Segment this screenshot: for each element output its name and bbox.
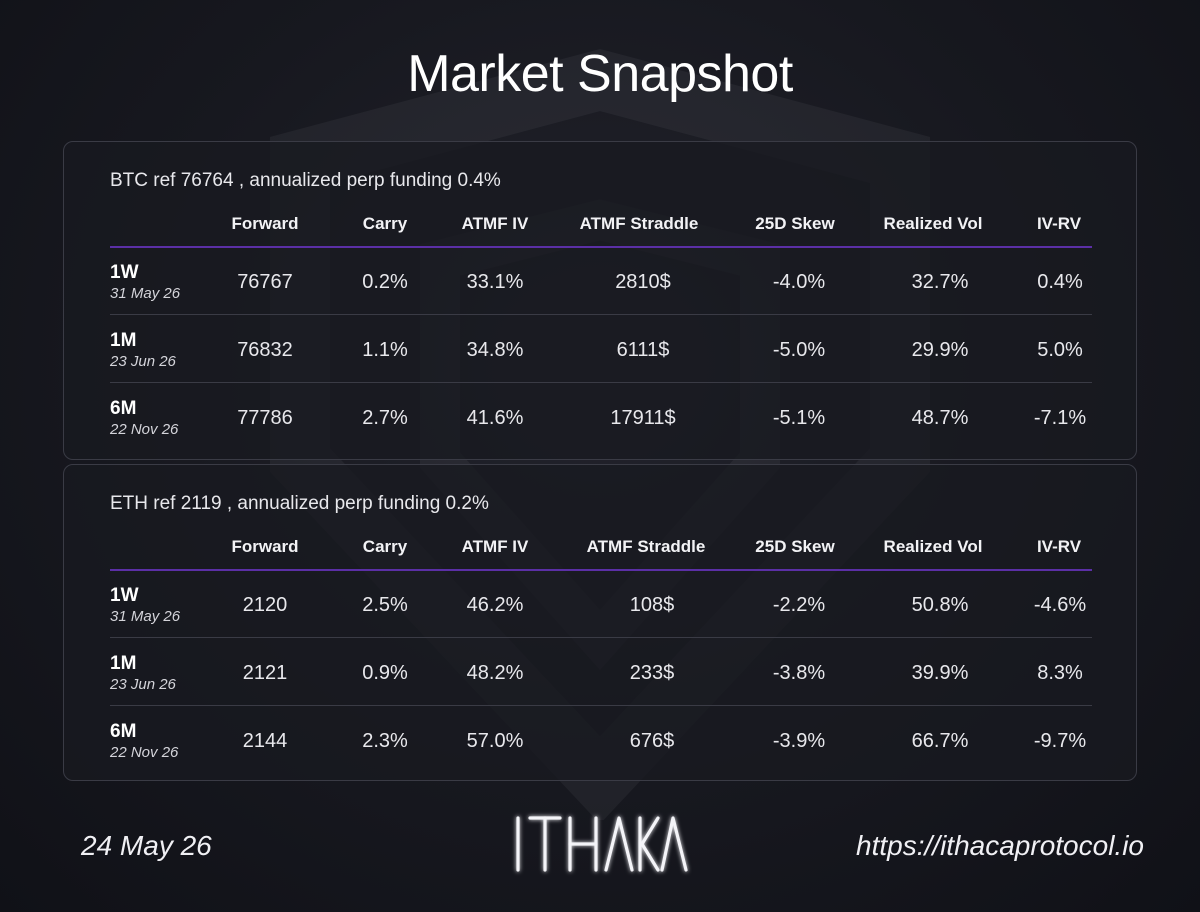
- forward-value: 2144: [242, 730, 288, 752]
- eth-snapshot-panel: ETH ref 2119 , annualized perp funding 0…: [63, 464, 1137, 781]
- iv-rv-value: 0.4%: [1037, 271, 1083, 293]
- tenor-label: 1W: [110, 262, 139, 283]
- atmf-straddle-value: 108$: [629, 594, 675, 616]
- panel-heading: ETH ref 2119 , annualized perp funding 0…: [110, 493, 489, 514]
- carry-value: 2.7%: [362, 407, 408, 429]
- carry-value: 2.3%: [362, 730, 408, 752]
- expiry-date: 23 Jun 26: [110, 353, 176, 370]
- table-row: 6M 22 Nov 26 77786 2.7% 41.6% 17911$ -5.…: [110, 384, 1092, 450]
- tenor-label: 6M: [110, 721, 137, 742]
- iv-rv-value: -7.1%: [1033, 407, 1087, 429]
- 25d-skew-value: -4.0%: [772, 271, 826, 293]
- forward-value: 77786: [237, 407, 293, 429]
- 25d-skew-value: -5.1%: [772, 407, 826, 429]
- table-row: 6M 22 Nov 26 2144 2.3% 57.0% 676$ -3.9% …: [110, 707, 1092, 773]
- column-header-25d-skew: 25D Skew: [755, 214, 835, 233]
- tenor-label: 6M: [110, 398, 137, 419]
- 25d-skew-value: -3.8%: [772, 662, 826, 684]
- realized-vol-value: 39.9%: [911, 662, 969, 684]
- table-row: 1W 31 May 26 76767 0.2% 33.1% 2810$ -4.0…: [110, 248, 1092, 315]
- ithaca-logo-icon: [516, 816, 688, 872]
- column-header-atmf-iv: ATMF IV: [461, 537, 529, 556]
- expiry-date: 22 Nov 26: [110, 421, 179, 438]
- iv-rv-value: 8.3%: [1037, 662, 1083, 684]
- realized-vol-value: 29.9%: [911, 339, 969, 361]
- column-header-forward: Forward: [231, 537, 299, 556]
- column-header-atmf-iv: ATMF IV: [461, 214, 529, 233]
- expiry-date: 23 Jun 26: [110, 676, 176, 693]
- realized-vol-value: 32.7%: [911, 271, 969, 293]
- table-header: Forward Carry ATMF IV ATMF Straddle 25D …: [110, 535, 1092, 571]
- iv-rv-value: -9.7%: [1033, 730, 1087, 752]
- realized-vol-value: 66.7%: [911, 730, 969, 752]
- expiry-date: 31 May 26: [110, 608, 181, 625]
- column-header-forward: Forward: [231, 214, 299, 233]
- carry-value: 2.5%: [362, 594, 408, 616]
- website-link[interactable]: https://ithacaprotocol.io: [856, 830, 1144, 861]
- atmf-straddle-value: 2810$: [615, 271, 671, 293]
- atmf-straddle-value: 233$: [629, 662, 675, 684]
- carry-value: 1.1%: [362, 339, 408, 361]
- column-header-atmf-straddle: ATMF Straddle: [586, 537, 706, 556]
- snapshot-date: 24 May 26: [81, 830, 212, 861]
- column-header-carry: Carry: [362, 214, 408, 233]
- atmf-iv-value: 46.2%: [466, 594, 524, 616]
- forward-value: 76767: [237, 271, 293, 293]
- table-row: 1W 31 May 26 2120 2.5% 46.2% 108$ -2.2% …: [110, 571, 1092, 638]
- atmf-iv-value: 34.8%: [466, 339, 524, 361]
- atmf-straddle-value: 676$: [629, 730, 675, 752]
- expiry-date: 22 Nov 26: [110, 744, 179, 761]
- atmf-straddle-value: 17911$: [610, 407, 676, 429]
- expiry-date: 31 May 26: [110, 285, 181, 302]
- iv-rv-value: -4.6%: [1033, 594, 1087, 616]
- 25d-skew-value: -5.0%: [772, 339, 826, 361]
- column-header-iv-rv: IV-RV: [1036, 214, 1082, 233]
- column-header-iv-rv: IV-RV: [1036, 537, 1082, 556]
- atmf-iv-value: 48.2%: [466, 662, 524, 684]
- forward-value: 76832: [237, 339, 293, 361]
- table-row: 1M 23 Jun 26 2121 0.9% 48.2% 233$ -3.8% …: [110, 639, 1092, 706]
- realized-vol-value: 50.8%: [911, 594, 969, 616]
- column-header-realized-vol: Realized Vol: [883, 214, 983, 233]
- iv-rv-value: 5.0%: [1037, 339, 1083, 361]
- 25d-skew-value: -2.2%: [772, 594, 826, 616]
- column-header-atmf-straddle: ATMF Straddle: [579, 214, 699, 233]
- atmf-iv-value: 41.6%: [466, 407, 524, 429]
- page-title: Market Snapshot: [407, 45, 793, 103]
- column-header-25d-skew: 25D Skew: [755, 537, 835, 556]
- realized-vol-value: 48.7%: [911, 407, 969, 429]
- atmf-straddle-value: 6111$: [616, 339, 670, 361]
- tenor-label: 1W: [110, 585, 139, 606]
- tenor-label: 1M: [110, 330, 137, 351]
- carry-value: 0.2%: [362, 271, 408, 293]
- table-header: Forward Carry ATMF IV ATMF Straddle 25D …: [110, 212, 1092, 248]
- atmf-iv-value: 33.1%: [466, 271, 524, 293]
- carry-value: 0.9%: [362, 662, 408, 684]
- btc-snapshot-panel: BTC ref 76764 , annualized perp funding …: [63, 141, 1137, 460]
- tenor-label: 1M: [110, 653, 137, 674]
- panel-heading: BTC ref 76764 , annualized perp funding …: [110, 170, 501, 191]
- column-header-carry: Carry: [362, 537, 408, 556]
- forward-value: 2120: [242, 594, 288, 616]
- forward-value: 2121: [242, 662, 288, 684]
- atmf-iv-value: 57.0%: [466, 730, 524, 752]
- column-header-realized-vol: Realized Vol: [883, 537, 983, 556]
- table-row: 1M 23 Jun 26 76832 1.1% 34.8% 6111$ -5.0…: [110, 316, 1092, 383]
- 25d-skew-value: -3.9%: [772, 730, 826, 752]
